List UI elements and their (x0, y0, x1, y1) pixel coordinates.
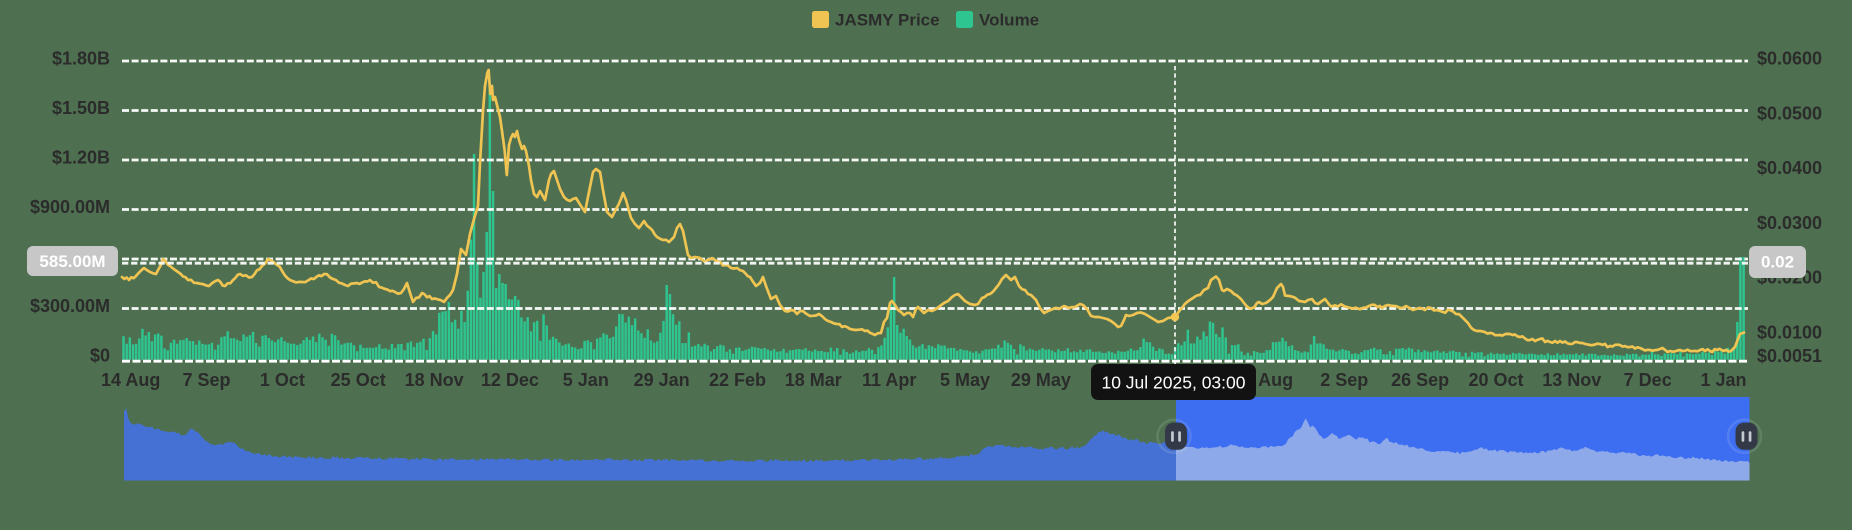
svg-text:13 Nov: 13 Nov (1542, 370, 1601, 390)
svg-text:29 Jan: 29 Jan (634, 370, 690, 390)
svg-text:14 Aug: 14 Aug (101, 370, 160, 390)
svg-text:25 Oct: 25 Oct (331, 370, 386, 390)
svg-text:18 Mar: 18 Mar (785, 370, 842, 390)
svg-text:$0.0051: $0.0051 (1757, 346, 1822, 366)
svg-text:5 Jan: 5 Jan (563, 370, 609, 390)
svg-text:$1.50B: $1.50B (52, 98, 110, 118)
svg-text:10 Jul 2025, 03:00: 10 Jul 2025, 03:00 (1101, 373, 1245, 393)
svg-text:$1.80B: $1.80B (52, 49, 110, 69)
svg-text:12 Dec: 12 Dec (481, 370, 539, 390)
svg-text:26 Sep: 26 Sep (1391, 370, 1449, 390)
svg-text:18 Nov: 18 Nov (405, 370, 464, 390)
svg-text:9 Aug: 9 Aug (1244, 370, 1293, 390)
svg-text:29 May: 29 May (1011, 370, 1071, 390)
svg-text:5 May: 5 May (940, 370, 990, 390)
svg-text:$300.00M: $300.00M (30, 296, 110, 316)
svg-text:$0.0500: $0.0500 (1757, 103, 1822, 123)
svg-text:JASMY Price: JASMY Price (835, 11, 940, 30)
svg-text:1 Oct: 1 Oct (260, 370, 305, 390)
svg-text:$0.0100: $0.0100 (1757, 323, 1822, 343)
svg-text:$0: $0 (90, 346, 110, 366)
svg-text:7 Dec: 7 Dec (1624, 370, 1672, 390)
svg-text:Volume: Volume (979, 11, 1039, 30)
svg-text:22 Feb: 22 Feb (709, 370, 766, 390)
svg-text:$900.00M: $900.00M (30, 197, 110, 217)
svg-text:20 Oct: 20 Oct (1468, 370, 1523, 390)
svg-text:$1.20B: $1.20B (52, 148, 110, 168)
svg-text:11 Apr: 11 Apr (862, 370, 916, 390)
svg-text:$0.0300: $0.0300 (1757, 213, 1822, 233)
svg-text:585.00M: 585.00M (39, 252, 105, 271)
svg-text:$0.0400: $0.0400 (1757, 158, 1822, 178)
svg-text:0.02: 0.02 (1761, 253, 1794, 272)
svg-text:$0.0600: $0.0600 (1757, 49, 1822, 69)
svg-text:2 Sep: 2 Sep (1320, 370, 1368, 390)
svg-text:7 Sep: 7 Sep (182, 370, 230, 390)
svg-text:1 Jan: 1 Jan (1700, 370, 1746, 390)
